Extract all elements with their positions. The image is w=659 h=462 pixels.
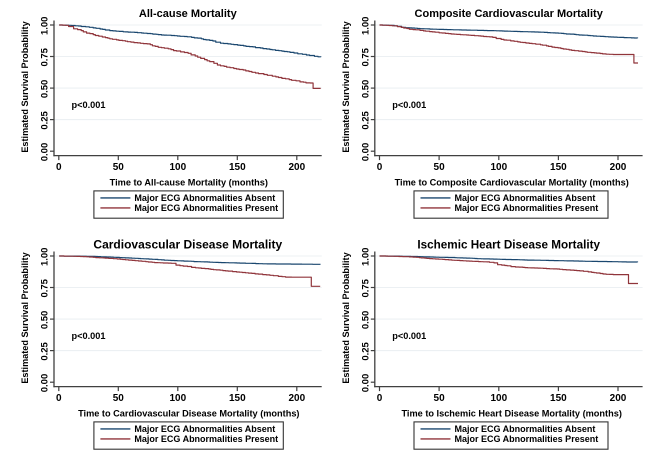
svg-text:0.25: 0.25 [360,341,371,360]
svg-text:0.75: 0.75 [40,278,51,297]
svg-text:0: 0 [56,162,62,173]
svg-text:0: 0 [56,393,62,404]
svg-text:0.75: 0.75 [360,47,371,66]
svg-text:Major ECG Abnormalities Absent: Major ECG Abnormalities Absent [455,424,596,434]
svg-text:Estimated Survival Probability: Estimated Survival Probability [20,251,30,383]
svg-text:Ischemic Heart Disease Mortali: Ischemic Heart Disease Mortality [417,239,600,252]
svg-text:Estimated Survival Probability: Estimated Survival Probability [341,20,351,152]
svg-text:0: 0 [377,162,383,173]
svg-text:Time to All-cause Mortality (m: Time to All-cause Mortality (months) [110,177,268,187]
svg-text:Major ECG Abnormalities Presen: Major ECG Abnormalities Present [134,203,278,213]
svg-text:Cardiovascular Disease Mortali: Cardiovascular Disease Mortality [93,238,282,252]
svg-text:200: 200 [288,393,305,404]
svg-text:50: 50 [434,162,446,173]
svg-text:0.50: 0.50 [40,80,51,99]
svg-text:100: 100 [490,162,507,173]
svg-text:0.00: 0.00 [40,143,51,162]
svg-text:Estimated Survival Probability: Estimated Survival Probability [341,251,351,383]
svg-text:p<0.001: p<0.001 [72,331,106,341]
svg-text:0.50: 0.50 [360,311,371,330]
svg-text:0.75: 0.75 [360,278,371,297]
svg-text:Major ECG Abnormalities Absent: Major ECG Abnormalities Absent [134,193,275,203]
svg-text:0.50: 0.50 [360,80,371,99]
svg-text:50: 50 [434,393,446,404]
svg-text:Major ECG Abnormalities Presen: Major ECG Abnormalities Present [455,203,599,213]
svg-text:0.00: 0.00 [360,374,371,393]
svg-text:p<0.001: p<0.001 [72,100,106,110]
svg-text:All-cause Mortality: All-cause Mortality [139,8,238,20]
svg-text:1.00: 1.00 [40,17,51,36]
svg-text:150: 150 [550,162,567,173]
svg-text:Time to Ischemic Heart Disease: Time to Ischemic Heart Disease Mortality… [401,408,621,418]
svg-text:Time to Composite Cardiovascul: Time to Composite Cardiovascular Mortali… [395,177,629,187]
svg-text:200: 200 [610,393,627,404]
svg-text:0.50: 0.50 [40,311,51,330]
svg-text:0.25: 0.25 [360,110,371,129]
svg-text:0: 0 [377,393,383,404]
svg-text:100: 100 [169,393,186,404]
svg-text:Composite Cardiovascular Morta: Composite Cardiovascular Mortality [415,8,604,20]
svg-text:Major ECG Abnormalities Absent: Major ECG Abnormalities Absent [134,424,275,434]
svg-text:Estimated Survival Probability: Estimated Survival Probability [20,20,30,152]
svg-text:Time to Cardiovascular Disease: Time to Cardiovascular Disease Mortality… [78,408,299,418]
svg-text:50: 50 [113,162,125,173]
svg-text:200: 200 [288,162,305,173]
svg-text:100: 100 [169,162,186,173]
svg-text:0.75: 0.75 [40,47,51,66]
svg-text:p<0.001: p<0.001 [392,331,426,341]
svg-text:1.00: 1.00 [360,248,371,267]
svg-text:50: 50 [113,393,125,404]
svg-text:0.00: 0.00 [360,143,371,162]
svg-text:0.25: 0.25 [40,110,51,129]
svg-text:0.25: 0.25 [40,341,51,360]
svg-text:1.00: 1.00 [40,248,51,267]
svg-text:p<0.001: p<0.001 [392,100,426,110]
svg-text:150: 150 [550,393,567,404]
svg-text:100: 100 [490,393,507,404]
svg-text:Major ECG Abnormalities Presen: Major ECG Abnormalities Present [455,434,599,444]
svg-text:0.00: 0.00 [40,374,51,393]
svg-text:150: 150 [229,393,246,404]
svg-text:150: 150 [229,162,246,173]
svg-text:Major ECG Abnormalities Absent: Major ECG Abnormalities Absent [455,193,596,203]
svg-text:Major ECG Abnormalities Presen: Major ECG Abnormalities Present [134,434,278,444]
svg-text:1.00: 1.00 [360,17,371,36]
svg-text:200: 200 [610,162,627,173]
